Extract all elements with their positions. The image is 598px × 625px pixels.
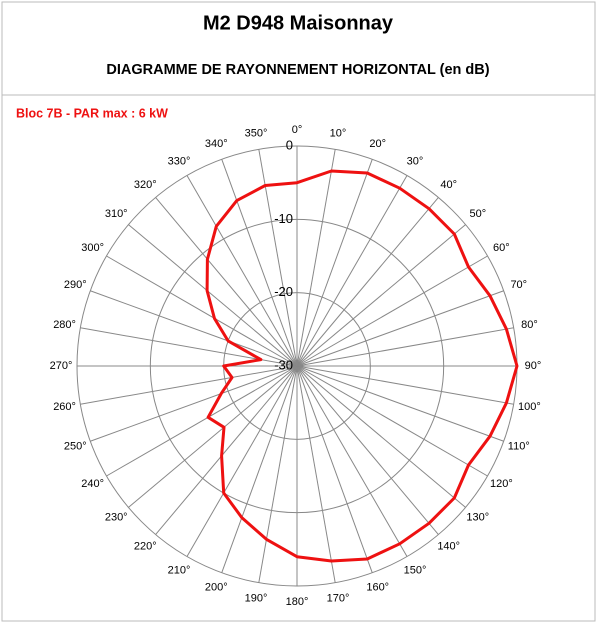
spoke <box>155 365 298 535</box>
spoke <box>296 365 488 477</box>
series-line <box>205 169 519 563</box>
spoke <box>296 224 466 367</box>
spoke <box>296 365 504 442</box>
angle-label: 290° <box>64 279 87 291</box>
spoke <box>296 365 514 405</box>
angle-label: 260° <box>53 401 76 413</box>
chart-title: M2 D948 Maisonnay <box>203 12 394 34</box>
angle-label: 110° <box>508 441 530 453</box>
chart-subtitle: DIAGRAMME DE RAYONNEMENT HORIZONTAL (en … <box>106 62 489 78</box>
spoke <box>155 197 298 367</box>
angle-label: 0° <box>292 124 303 136</box>
spoke <box>296 365 373 573</box>
spoke <box>221 159 298 367</box>
spoke <box>296 197 439 367</box>
spoke <box>221 365 298 573</box>
angle-label: 250° <box>64 441 87 453</box>
angle-label: 130° <box>466 512 489 524</box>
angle-label: 320° <box>134 179 157 191</box>
angle-label: 240° <box>81 478 104 490</box>
angle-label: 280° <box>53 319 76 331</box>
r-tick-label: -10 <box>274 211 293 226</box>
angle-label: 150° <box>404 564 427 576</box>
spoke <box>296 365 439 535</box>
angle-label: 90° <box>525 360 542 372</box>
spoke <box>296 327 514 367</box>
angle-label: 330° <box>168 156 191 168</box>
spoke <box>296 365 336 583</box>
angle-label: 220° <box>134 541 157 553</box>
spoke <box>296 290 504 367</box>
spoke <box>296 175 408 367</box>
angle-label: 350° <box>245 127 268 139</box>
r-tick-label: -20 <box>274 284 293 299</box>
spoke <box>296 365 466 508</box>
r-tick-label: 0 <box>286 137 293 152</box>
spoke <box>296 365 408 557</box>
angle-label: 230° <box>105 512 128 524</box>
spoke <box>186 365 298 557</box>
angle-label: 10° <box>330 127 347 139</box>
angle-label: 80° <box>521 319 538 331</box>
angle-label: 70° <box>510 279 527 291</box>
angle-label: 180° <box>286 596 309 608</box>
angle-label: 160° <box>366 582 389 594</box>
spoke <box>106 255 298 367</box>
angle-label: 20° <box>369 138 386 150</box>
spoke <box>296 159 373 367</box>
legend-label: Bloc 7B - PAR max : 6 kW <box>16 106 168 120</box>
spoke <box>90 365 298 442</box>
angle-label: 340° <box>205 138 228 150</box>
spoke <box>186 175 298 367</box>
r-tick-label: -30 <box>274 357 293 372</box>
angle-label: 190° <box>245 592 268 604</box>
angle-label: 200° <box>205 582 228 594</box>
angle-label: 300° <box>81 242 104 254</box>
spoke <box>128 224 298 367</box>
angle-label: 310° <box>105 208 128 220</box>
angle-label: 50° <box>469 208 486 220</box>
spoke <box>296 255 488 367</box>
spoke <box>90 290 298 367</box>
angle-label: 30° <box>407 156 424 168</box>
angle-label: 100° <box>518 401 541 413</box>
spoke <box>106 365 298 477</box>
spoke <box>296 149 336 367</box>
spoke <box>258 365 298 583</box>
angle-label: 210° <box>168 564 191 576</box>
angle-label: 140° <box>437 541 460 553</box>
angle-label: 270° <box>50 360 73 372</box>
spoke <box>80 365 298 405</box>
angle-label: 40° <box>440 179 457 191</box>
angle-label: 120° <box>490 478 513 490</box>
angle-label: 170° <box>327 592 350 604</box>
angle-label: 60° <box>493 242 510 254</box>
spoke <box>128 365 298 508</box>
